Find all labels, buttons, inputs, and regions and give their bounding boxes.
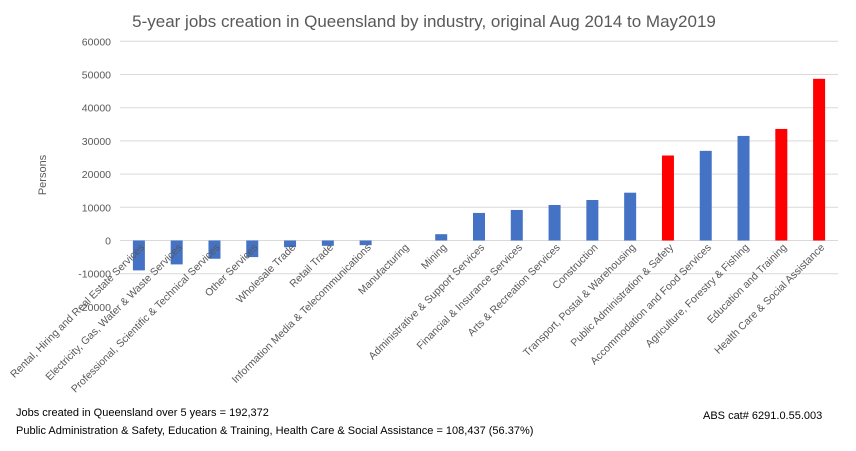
y-tick-label: 50000: [82, 70, 111, 82]
bar-other-services: [246, 240, 259, 258]
source-note: ABS cat# 6291.0.55.003: [703, 410, 823, 422]
bar-administrative-support-services: [473, 212, 485, 241]
gridlines: [120, 40, 838, 275]
bar-education-and-training: [775, 128, 788, 241]
bar-retail-trade: [321, 240, 334, 246]
chart-title: 5-year jobs creation in Queensland by in…: [132, 12, 716, 31]
bar-health-care-social-assistance: [813, 78, 826, 241]
bar-professional-scientific-technical-services: [208, 240, 221, 259]
y-tick-label: 10000: [82, 202, 111, 214]
category-label-mining: Mining: [419, 242, 449, 272]
category-label-information-media-telecommunications: Information Media & Telecommunications: [230, 242, 374, 386]
y-tick-label: 40000: [82, 103, 111, 115]
y-tick-label: -20000: [78, 302, 111, 314]
y-axis-ticks: 60000 50000 40000 30000 20000 10000 0 -10000 -20…: [78, 36, 111, 314]
total-jobs-note: Jobs created in Queensland over 5 years …: [16, 407, 269, 419]
bar-accommodation-and-food-services: [699, 150, 712, 241]
y-tick-label: -10000: [78, 269, 111, 281]
bar-financial-insurance-services: [510, 209, 523, 241]
y-tick-label: 30000: [82, 136, 111, 148]
highlight-sum-note: Public Administration & Safety, Educatio…: [16, 425, 534, 437]
y-tick-label: 60000: [82, 36, 111, 48]
category-label-rental-hiring-and-real-estate-services: Rental, Hiring and Real Estate Services: [8, 242, 147, 381]
bar-mining: [435, 234, 448, 241]
bar-wholesale-trade: [284, 240, 297, 248]
bar-rental-hiring-and-real-estate-services: [132, 240, 145, 271]
category-label-professional-scientific-technical-services: Professional, Scientific & Technical Ser…: [69, 242, 223, 396]
bar-public-administration-safety: [661, 155, 674, 241]
y-axis-label: Persons: [37, 154, 49, 195]
bar-information-media-telecommunications: [359, 240, 372, 246]
bar-transport-postal-warehousing: [624, 192, 637, 241]
bar-electricity-gas-water-waste-services: [170, 240, 183, 265]
category-labels: Rental, Hiring and Real Estate ServicesE…: [8, 241, 827, 395]
y-tick-label: 20000: [82, 169, 111, 181]
bar-construction: [586, 199, 599, 241]
bar-arts-recreation-services: [548, 204, 561, 241]
category-label-electricity-gas-water-waste-services: Electricity, Gas, Water & Waste Services: [43, 242, 184, 383]
y-tick-label: 0: [105, 236, 111, 248]
bars: [132, 78, 826, 271]
bar-agriculture-forestry-fishing: [737, 135, 750, 241]
